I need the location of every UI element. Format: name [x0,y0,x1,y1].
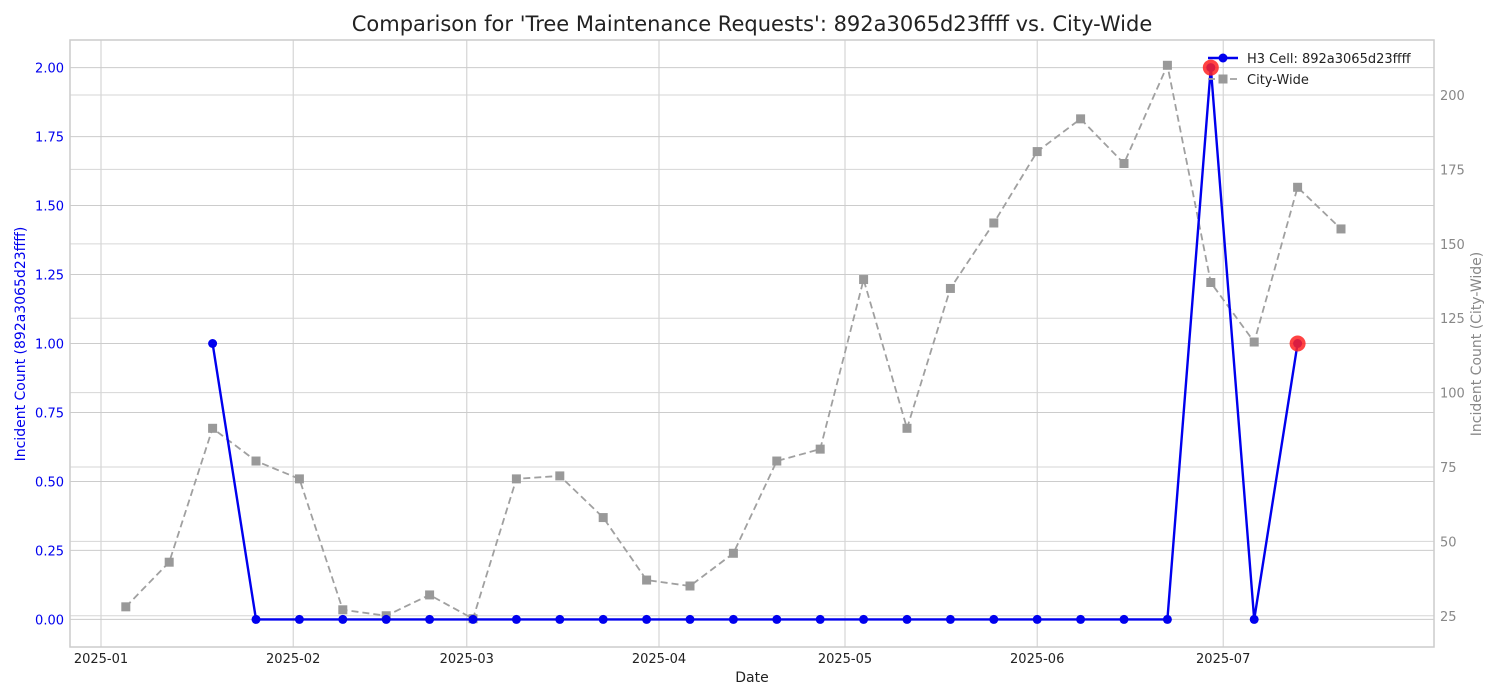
y-axis-label-right: Incident Count (City-Wide) [1469,252,1485,436]
city-wide-point [728,548,738,558]
city-wide-point [425,590,435,600]
legend-marker-city [1218,74,1228,84]
h3-cell-point [1076,614,1086,624]
city-wide-point [1032,147,1042,157]
y-tick-label-right: 200 [1440,89,1465,104]
chart-title: Comparison for 'Tree Maintenance Request… [352,12,1153,36]
y-tick-label-left: 1.25 [35,269,64,284]
x-tick-label: 2025-02 [266,652,320,667]
h3-cell-point [294,614,304,624]
x-axis-label: Date [735,670,768,686]
x-tick-label: 2025-04 [632,652,686,667]
h3-cell-point [208,339,218,348]
h3-cell-point [728,614,738,624]
city-wide-point [208,423,218,433]
city-wide-point [294,474,304,484]
city-wide-point [251,456,261,466]
y-tick-label-right: 100 [1440,387,1465,402]
y-tick-label-right: 125 [1440,312,1465,327]
city-wide-point [642,575,652,585]
y-tick-label-left: 0.25 [35,544,64,559]
grid [70,40,1434,647]
h3-cell-point [945,614,955,624]
h3-cell-point [989,614,999,624]
h3-cell-point [902,614,912,624]
h3-cell-point [815,614,825,624]
h3-cell-point [772,614,782,624]
y-tick-label-right: 75 [1440,461,1457,476]
h3-cell-point [511,614,521,624]
h3-cell-point [251,614,261,624]
anomaly-highlight-point [1202,59,1219,76]
h3-cell-point [468,614,478,624]
city-wide-point [989,218,999,228]
city-wide-point [685,581,695,591]
x-tick-label: 2025-06 [1010,652,1064,667]
y-tick-label-right: 50 [1440,535,1457,550]
city-wide-point [1162,60,1172,70]
h3-cell-point [338,614,348,624]
ticks: 2025-01 2025-02 2025-03 2025-04 2025-05 2025-… [35,62,1465,667]
h3-cell-point [555,614,565,624]
h3-cell-point [642,614,652,624]
h3-cell-point [598,614,608,624]
h3-cell-point [859,614,869,624]
city-wide-point [338,605,348,615]
city-wide-point [772,456,782,466]
city-wide-point [598,513,608,523]
y-tick-label-right: 150 [1440,238,1465,253]
city-wide-point [1336,224,1346,234]
y-tick-label-right: 25 [1440,610,1457,625]
x-tick-label: 2025-03 [440,652,494,667]
plot-frame [69,39,1435,648]
series-layer [121,59,1346,624]
city-wide-point [945,283,955,293]
y-tick-label-left: 1.75 [35,131,64,146]
city-wide-point [555,471,565,481]
x-tick-label: 2025-05 [818,652,872,667]
city-wide-point [1119,158,1129,168]
anomaly-highlight-point [1289,335,1306,352]
h3-cell-point [1249,614,1259,624]
y-tick-label-left: 1.00 [35,338,64,353]
h3-cell-point [381,614,391,624]
legend-label-city: City-Wide [1247,73,1309,88]
legend-marker-h3 [1218,53,1228,63]
city-wide-point [815,444,825,454]
city-wide-point [511,474,521,484]
legend-label-h3: H3 Cell: 892a3065d23ffff [1247,52,1412,67]
city-wide-point [121,602,131,612]
h3-cell-point [1032,614,1042,624]
h3-cell-point [425,614,435,624]
y-tick-label-left: 1.50 [35,200,64,215]
x-tick-label: 2025-01 [74,652,128,667]
city-wide-point [902,423,912,433]
y-tick-label-left: 0.50 [35,475,64,490]
y-tick-label-left: 2.00 [35,62,64,77]
h3-cell-point [1162,614,1172,624]
y-tick-label-left: 0.00 [35,613,64,628]
city-wide-point [1293,182,1303,192]
x-tick-label: 2025-07 [1196,652,1250,667]
legend: H3 Cell: 892a3065d23ffff City-Wide [1208,52,1412,88]
city-wide-point [1206,278,1216,288]
city-wide-point [1249,337,1259,347]
h3-cell-line [211,67,1299,621]
city-wide-point [859,275,869,285]
y-tick-label-left: 0.75 [35,406,64,421]
y-tick-label-right: 175 [1440,163,1465,178]
y-axis-label-left: Incident Count (892a3065d23ffff) [13,227,29,462]
city-wide-point [164,557,174,567]
city-wide-point [1076,114,1086,124]
h3-cell-point [1119,614,1129,624]
h3-cell-point [685,614,695,624]
